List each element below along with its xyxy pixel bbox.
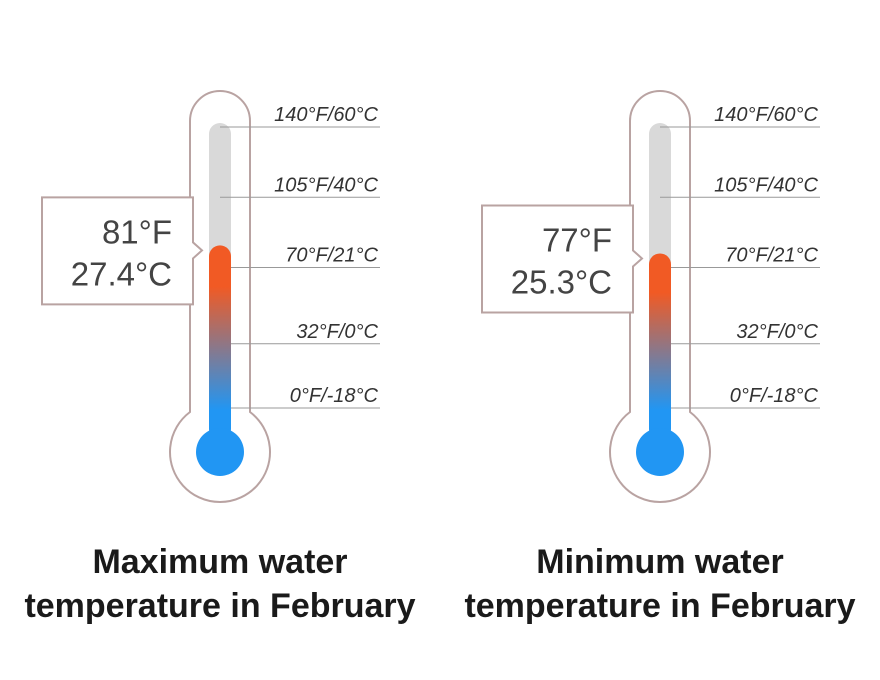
tick-label: 32°F/0°C <box>736 321 818 343</box>
bulb <box>196 428 244 476</box>
tick-label: 140°F/60°C <box>714 104 818 126</box>
callout-box <box>481 204 644 314</box>
tick-label: 70°F/21°C <box>285 245 378 267</box>
temperature-fill <box>209 245 231 440</box>
temperature-fill <box>649 253 671 440</box>
tick-label: 70°F/21°C <box>725 245 818 267</box>
callout-fahrenheit: 77°F <box>542 221 612 258</box>
chart-title: Maximum water temperature in February <box>24 543 416 625</box>
tick-label: 105°F/40°C <box>274 174 378 196</box>
tick-label: 105°F/40°C <box>714 174 818 196</box>
callout-celsius: 25.3°C <box>511 263 612 300</box>
tick-label: 32°F/0°C <box>296 321 378 343</box>
tick-label: 0°F/-18°C <box>730 385 819 407</box>
callout-celsius: 27.4°C <box>71 255 172 292</box>
chart-title: Minimum water temperature in February <box>464 543 856 625</box>
callout-box <box>41 196 204 306</box>
callout-fahrenheit: 81°F <box>102 213 172 250</box>
tick-label: 140°F/60°C <box>274 104 378 126</box>
tick-label: 0°F/-18°C <box>290 385 379 407</box>
bulb <box>636 428 684 476</box>
